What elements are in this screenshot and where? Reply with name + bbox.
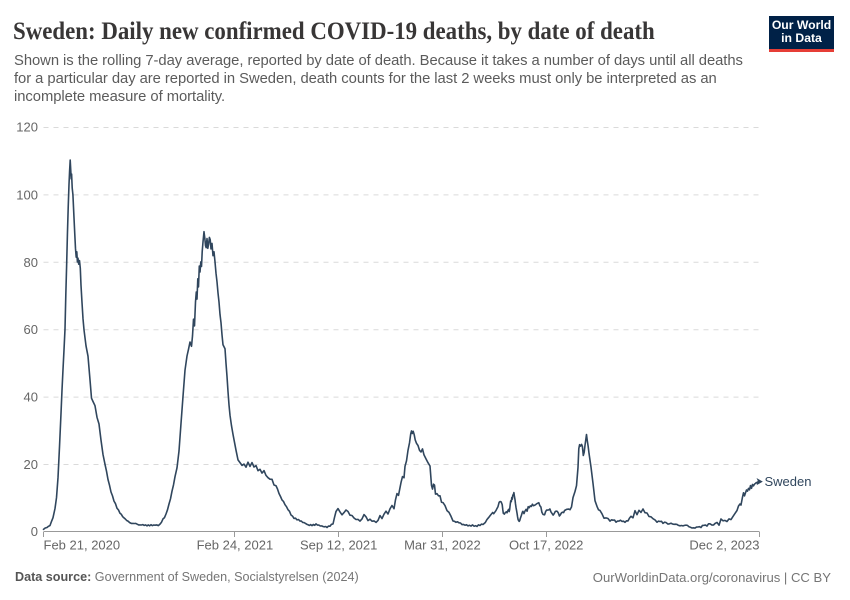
svg-text:Dec 2, 2023: Dec 2, 2023 bbox=[689, 538, 759, 553]
svg-text:40: 40 bbox=[24, 390, 38, 405]
svg-text:0: 0 bbox=[31, 524, 38, 539]
svg-text:60: 60 bbox=[24, 322, 38, 337]
svg-text:Feb 21, 2020: Feb 21, 2020 bbox=[44, 538, 121, 553]
svg-text:Sweden: Sweden bbox=[765, 474, 812, 489]
svg-text:Feb 24, 2021: Feb 24, 2021 bbox=[197, 538, 274, 553]
svg-text:Oct 17, 2022: Oct 17, 2022 bbox=[509, 538, 583, 553]
svg-text:80: 80 bbox=[24, 255, 38, 270]
svg-text:Sep 12, 2021: Sep 12, 2021 bbox=[300, 538, 377, 553]
svg-text:Mar 31, 2022: Mar 31, 2022 bbox=[404, 538, 481, 553]
svg-text:100: 100 bbox=[16, 187, 38, 202]
svg-text:20: 20 bbox=[24, 457, 38, 472]
svg-text:120: 120 bbox=[16, 120, 38, 135]
